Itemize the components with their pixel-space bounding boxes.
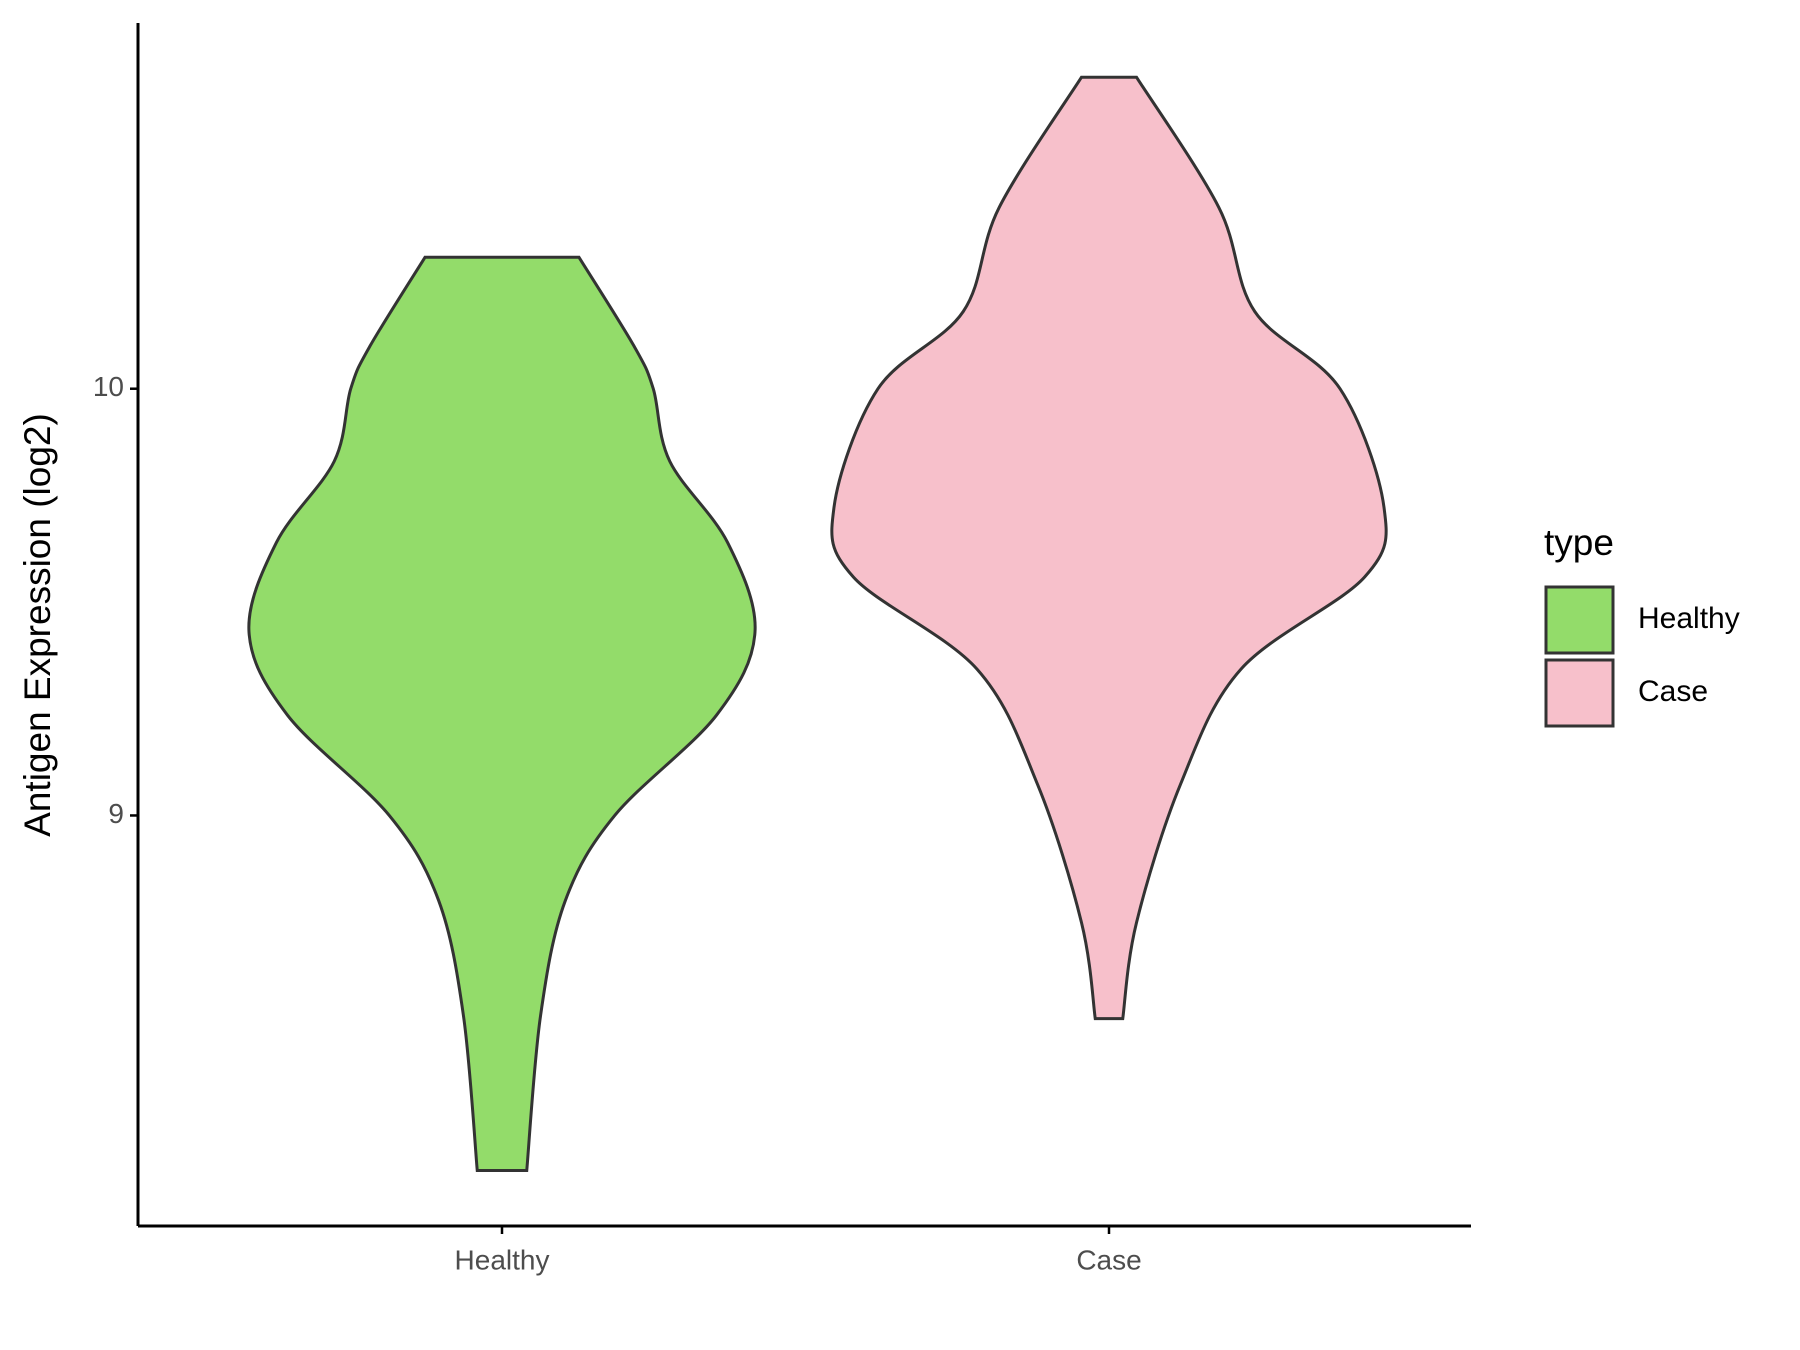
legend-label: Case — [1638, 675, 1708, 708]
x-tick-label: Case — [1076, 1244, 1141, 1275]
violin — [830, 75, 1388, 1021]
y-tick-label: 9 — [108, 798, 124, 829]
legend-key — [1544, 658, 1615, 728]
violin — [247, 255, 757, 1173]
legend-label: Healthy — [1638, 602, 1740, 635]
legend-title: type — [1544, 522, 1614, 563]
y-axis-title: Antigen Expression (log2) — [17, 413, 58, 837]
x-tick-label: Healthy — [455, 1244, 550, 1275]
legend-key — [1544, 585, 1615, 655]
y-tick-label: 10 — [93, 371, 124, 402]
